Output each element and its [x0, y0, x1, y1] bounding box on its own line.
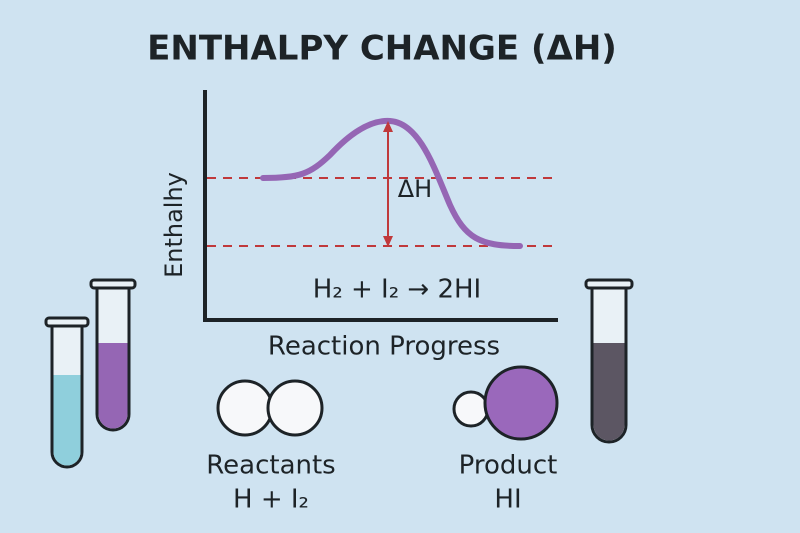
energy-curve — [260, 117, 523, 249]
x-axis-label: Reaction Progress — [268, 332, 500, 362]
atom-h — [266, 379, 324, 437]
atom-h — [452, 390, 490, 428]
product-formula: HI — [494, 485, 521, 515]
product-label: Product — [459, 451, 558, 481]
atom-i — [483, 365, 559, 441]
delta-h-label: ΔH — [398, 175, 432, 203]
reactants-formula: H + I₂ — [233, 485, 309, 515]
test-tube-blue — [44, 316, 90, 469]
test-tube-purple — [89, 278, 137, 432]
reactants-label: Reactants — [206, 451, 335, 481]
test-tube-gray — [584, 278, 634, 444]
y-axis-label: Enthalhy — [160, 172, 188, 278]
atom-h — [216, 379, 274, 437]
equation: H₂ + I₂ → 2HI — [313, 275, 481, 305]
title: ENTHALPY CHANGE (ΔH) — [147, 29, 617, 69]
